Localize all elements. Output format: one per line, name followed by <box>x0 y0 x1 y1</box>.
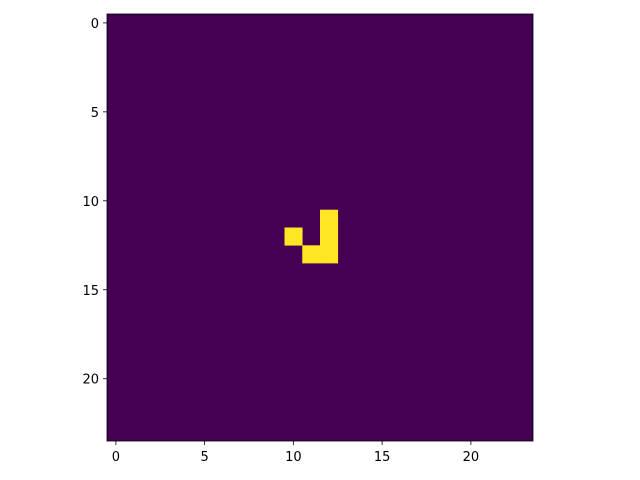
axes-frame <box>106 13 534 442</box>
x-tick-label: 20 <box>463 450 480 465</box>
heatmap-cell <box>284 227 303 246</box>
heatmap-cell <box>320 227 339 246</box>
x-tick-label: 0 <box>112 450 120 465</box>
x-tick-label: 5 <box>200 450 208 465</box>
heatmap-cell <box>320 245 339 264</box>
plot-area <box>106 13 534 442</box>
heatmap-cell <box>320 209 339 228</box>
y-tick-label: 15 <box>82 284 99 299</box>
y-tick-label: 0 <box>91 17 99 32</box>
x-axis: 0 5 10 15 20 <box>112 441 479 465</box>
y-tick-label: 20 <box>82 373 99 388</box>
x-tick-label: 10 <box>285 450 302 465</box>
y-axis: 0 5 10 15 20 <box>82 17 107 388</box>
y-tick-label: 5 <box>91 106 99 121</box>
heatmap-cell <box>302 245 321 264</box>
heatmap-cells <box>284 209 339 264</box>
y-tick-label: 10 <box>82 195 99 210</box>
x-tick-label: 15 <box>374 450 391 465</box>
